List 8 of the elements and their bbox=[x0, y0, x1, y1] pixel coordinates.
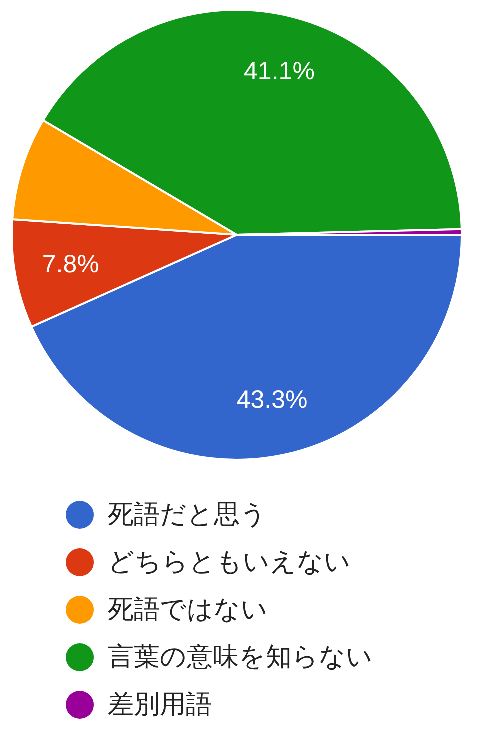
data-label: 41.1% bbox=[244, 58, 315, 86]
legend-label: 死語だと思う bbox=[108, 500, 267, 530]
data-label: 7.8% bbox=[42, 250, 100, 279]
legend-label: どちらともいえない bbox=[108, 548, 351, 578]
data-label: 43.3% bbox=[236, 386, 308, 414]
legend-label: 差別用語 bbox=[108, 690, 212, 720]
legend-label: 言葉の意味を知らない bbox=[108, 642, 373, 672]
legend-label: 死語ではない bbox=[108, 595, 268, 625]
